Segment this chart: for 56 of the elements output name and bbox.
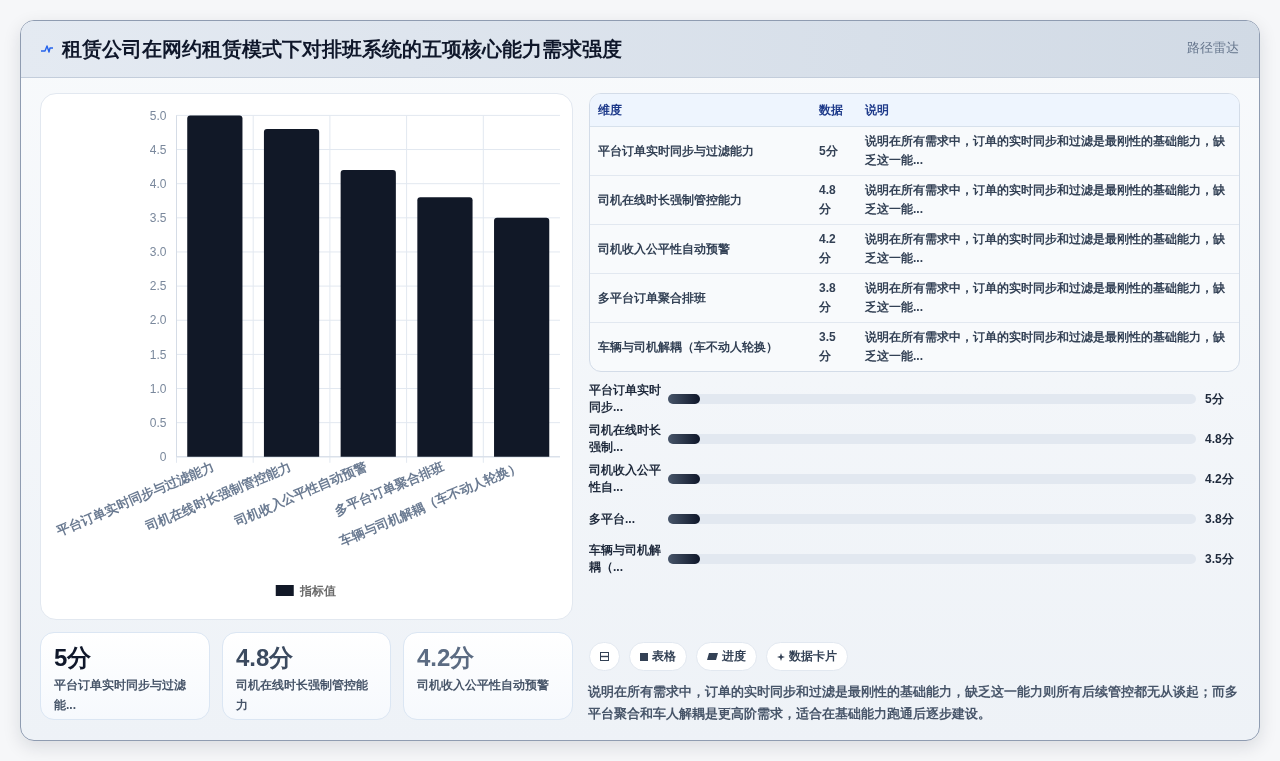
text: 说明在所有需求中，订单的实时同步和过滤是最刚性的基础能力，缺乏这一能...	[865, 133, 1226, 169]
text: 说明	[865, 102, 889, 119]
y-tick-label: 2.5	[149, 279, 167, 294]
text: 说明在所有需求中，订单的实时同步和过滤是最刚性的基础能力，缺乏这一能...	[865, 231, 1226, 267]
text: 4.2分	[417, 644, 475, 671]
y-tick-label: 2.0	[149, 313, 167, 328]
bar	[263, 129, 320, 457]
category-label: 司机收入公平性自动预警	[598, 240, 730, 258]
bar	[340, 170, 396, 457]
category-label: 车辆与司机解耦（...	[589, 542, 662, 576]
y-tick-label: 1.0	[149, 381, 167, 396]
y-tick-label: 0.5	[149, 415, 167, 430]
text: 5分	[54, 644, 92, 671]
text: 维度	[598, 102, 622, 119]
text: 路径雷达	[1187, 39, 1239, 57]
y-tick-label: 0	[159, 450, 167, 464]
legend-label: 指标值	[298, 583, 336, 598]
text: 4.2分	[1205, 472, 1234, 486]
text: 说明在所有需求中，订单的实时同步和过滤是最刚性的基础能力，缺乏这一能...	[865, 182, 1226, 218]
bar	[417, 197, 473, 457]
text: 3.8分	[819, 281, 836, 314]
category-label: 多平台...	[589, 510, 636, 528]
y-tick-label: 4.5	[149, 142, 167, 157]
text: 3.8分	[1205, 512, 1234, 526]
category-label: 司机在线时长强制管控能力	[598, 191, 742, 209]
text: 说明在所有需求中，订单的实时同步和过滤是最刚性的基础能力，缺乏这一能...	[865, 329, 1226, 365]
category-label: 多平台订单聚合排班	[598, 289, 706, 307]
text: 4.8分	[1205, 432, 1234, 446]
category-label: 司机收入公平性自...	[589, 462, 662, 496]
text: 租赁公司在网约租赁模式下对排班系统的五项核心能力需求强度	[62, 37, 622, 62]
category-label: 平台订单实时同步与过滤能力	[598, 142, 754, 160]
y-tick-label: 1.5	[149, 347, 167, 362]
category-label: 司机在线时长强制管控能力	[236, 677, 369, 714]
text: 5分	[1205, 392, 1224, 406]
y-tick-label: 4.0	[149, 176, 167, 191]
text: 数据	[819, 102, 843, 119]
text: 5分	[819, 143, 838, 158]
text: 说明在所有需求中，订单的实时同步和过滤是最刚性的基础能力，缺乏这一能力则所有后续管控都无从谈起；而多平台聚合和车人解耦是更高阶需求，适合在基础能力跑通后逐步建设。	[588, 683, 1239, 723]
category-label: 司机收入公平性自动预警	[417, 677, 550, 694]
bar	[494, 217, 550, 457]
text: 4.8分	[236, 644, 294, 671]
category-label: 车辆与司机解耦（车不动人轮换）	[598, 338, 778, 356]
category-label: 平台订单实时同步与过滤能...	[54, 677, 187, 714]
y-tick-label: 5.0	[149, 108, 167, 123]
text: 3.5分	[1205, 552, 1234, 566]
category-label: 司机在线时长强制...	[589, 422, 662, 456]
chip-button: 表格	[629, 642, 687, 671]
category-label: 平台订单实时同步...	[589, 382, 662, 416]
text: 3.5分	[819, 330, 836, 363]
y-tick-label: 3.0	[149, 245, 167, 260]
text: 4.8分	[819, 183, 836, 216]
text: 说明在所有需求中，订单的实时同步和过滤是最刚性的基础能力，缺乏这一能...	[865, 280, 1226, 316]
bar	[187, 115, 243, 457]
y-tick-label: 3.5	[149, 211, 167, 226]
chip-button: 数据卡片	[766, 642, 848, 671]
text: 4.2分	[819, 232, 836, 265]
